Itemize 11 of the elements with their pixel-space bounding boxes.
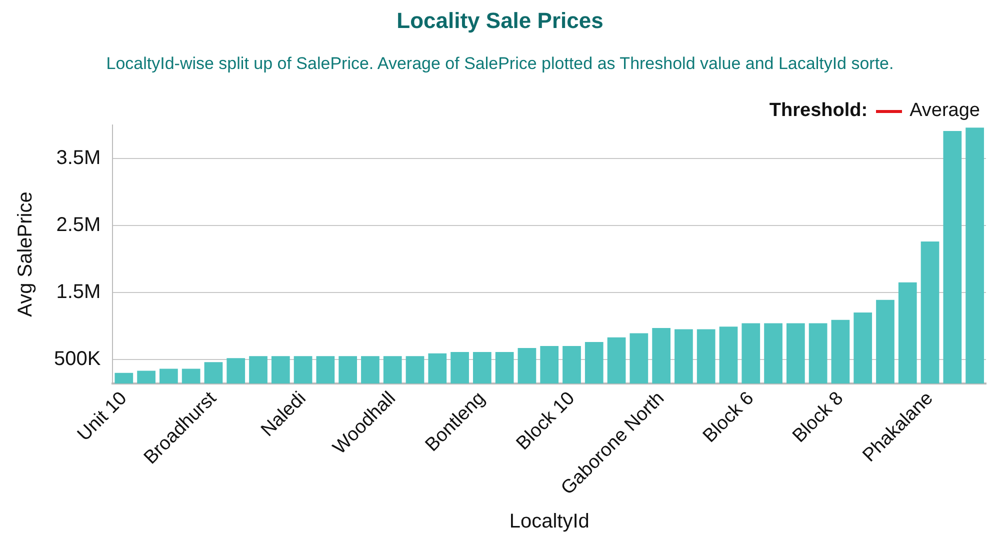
y-tick-label: 500K xyxy=(54,348,102,370)
legend-title: Threshold: xyxy=(769,100,868,122)
chart-subtitle: LocaltyId-wise split up of SalePrice. Average of SalePrice plotted as Threshold value and LacaltyId sorte. xyxy=(105,54,895,74)
y-axis-title: Avg SalePrice xyxy=(14,192,37,317)
legend-label: Average xyxy=(910,100,980,122)
y-tick-label: 3.5M xyxy=(56,147,101,170)
chart-title: Locality Sale Prices xyxy=(396,8,604,34)
x-tick-label: Unit 10 xyxy=(74,388,132,446)
y-tick-label: 2.5M xyxy=(56,214,101,236)
x-axis-title: LocaltyId xyxy=(509,510,590,533)
y-tick-label: 1.5M xyxy=(56,280,101,303)
